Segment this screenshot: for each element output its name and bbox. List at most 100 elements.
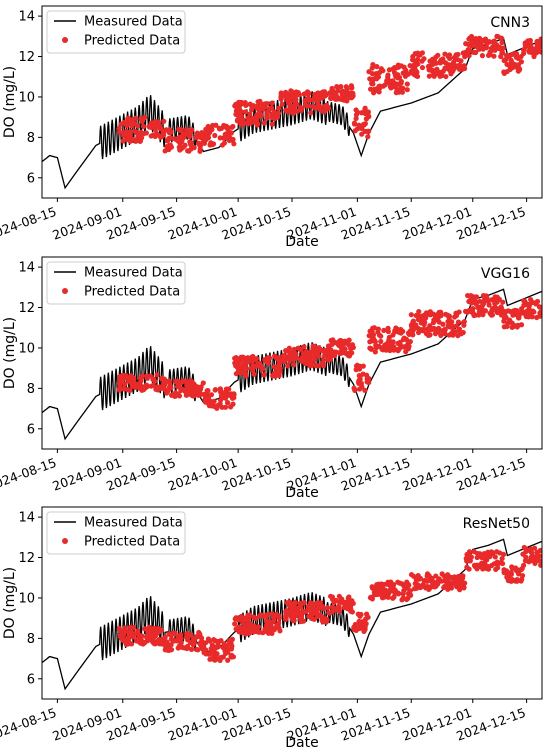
predicted-point [421,56,427,62]
predicted-point [269,100,275,106]
predicted-point [311,104,318,111]
predicted-point [218,125,225,132]
legend-measured-label: Measured Data [84,516,183,531]
predicted-point [460,329,466,336]
x-tick-label: 2024-08-15 [0,455,58,494]
predicted-point [264,115,270,121]
predicted-point [251,103,257,109]
predicted-point [395,340,401,346]
predicted-point [505,575,511,582]
predicted-point [367,339,373,345]
model-label: VGG16 [481,266,530,282]
predicted-point [139,116,146,123]
predicted-point [317,346,323,352]
predicted-point [266,629,272,636]
predicted-point [207,142,213,148]
predicted-point [375,581,382,587]
predicted-point [276,615,282,621]
predicted-point [362,387,368,393]
y-axis-label: DO (mg/L) [2,317,18,389]
predicted-point [207,129,213,135]
predicted-point [445,586,451,592]
predicted-point [268,623,274,629]
predicted-point [343,604,349,610]
predicted-point [353,115,359,122]
predicted-point [461,581,467,587]
predicted-point [235,107,241,113]
predicted-point [518,578,524,584]
predicted-point [238,119,244,125]
predicted-point [254,112,260,118]
predicted-point [203,651,209,657]
predicted-point [494,309,501,316]
predicted-point [433,573,439,579]
predicted-point [137,375,143,381]
predicted-point [340,97,346,103]
predicted-point [369,584,375,590]
predicted-point [161,118,167,124]
predicted-point [473,49,479,56]
predicted-point [225,399,231,406]
predicted-point [143,130,149,136]
predicted-point [538,36,542,42]
predicted-point [365,614,371,620]
legend: Measured Data Predicted Data [46,511,186,555]
predicted-point [193,383,200,390]
predicted-point [466,47,472,54]
predicted-point [440,328,446,334]
predicted-point [209,642,215,648]
predicted-point [310,362,316,368]
predicted-point [288,88,294,94]
predicted-point [362,626,368,633]
predicted-point [233,111,239,117]
predicted-point [386,67,393,73]
predicted-point [183,379,190,385]
predicted-point [130,382,136,388]
predicted-point [135,628,141,634]
legend-measured-label: Measured Data [84,266,183,281]
predicted-point [173,378,179,385]
predicted-point [405,581,411,588]
predicted-point [407,588,414,594]
predicted-point [520,551,526,557]
predicted-point [326,356,332,362]
predicted-point [191,144,197,151]
predicted-point [266,619,273,625]
predicted-point [319,95,325,101]
y-tick-label: 6 [27,422,35,437]
predicted-point [346,599,352,605]
predicted-point [176,393,183,399]
predicted-point [183,392,189,398]
predicted-point [206,403,212,409]
predicted-point [426,573,432,579]
predicted-point [349,342,356,348]
predicted-point [264,101,270,107]
predicted-point [333,92,339,98]
predicted-point [399,597,405,603]
predicted-point [515,62,522,68]
predicted-point [219,391,225,397]
predicted-point [314,95,321,101]
predicted-point [421,578,427,585]
predicted-point [208,392,215,398]
predicted-point [437,60,443,66]
predicted-point [166,143,173,149]
predicted-point [306,90,312,97]
predicted-point [499,50,505,57]
predicted-point [536,304,542,310]
predicted-point [217,655,224,661]
predicted-point [538,553,542,559]
predicted-point [312,601,318,607]
predicted-point [211,637,217,643]
predicted-point [274,114,280,120]
predicted-point [531,309,537,315]
predicted-point [410,54,416,60]
predicted-point [273,625,279,631]
predicted-point [465,41,472,48]
x-axis-label: Date [285,735,318,751]
predicted-point [279,101,285,107]
predicted-point [485,52,492,58]
predicted-point [355,611,362,617]
predicted-point [494,294,500,300]
